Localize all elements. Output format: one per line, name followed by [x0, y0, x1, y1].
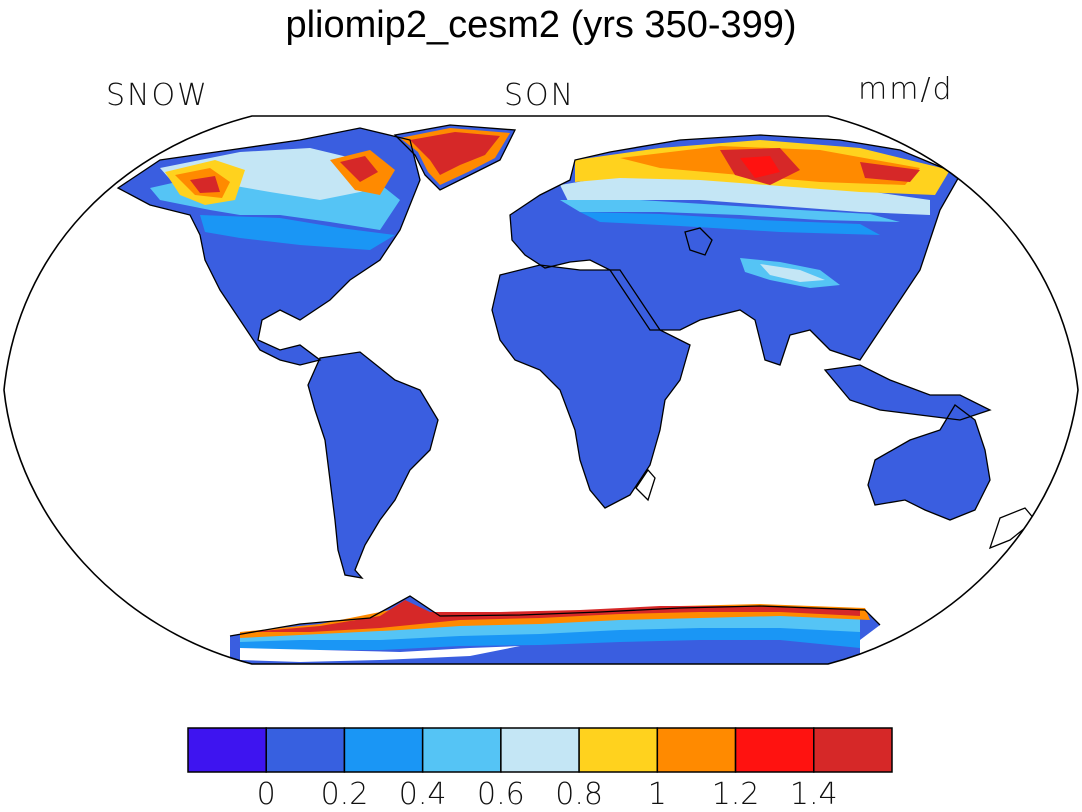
snow-northern-high-latitudes — [150, 128, 950, 288]
season-label: SON — [504, 78, 576, 113]
colorbar-tick-label: 0.8 — [555, 777, 603, 812]
map-border — [3, 115, 1079, 665]
colorbar-box — [187, 727, 267, 773]
colorbar-box — [421, 727, 502, 773]
australia — [868, 405, 990, 520]
colorbar-box — [500, 727, 580, 773]
colorbar-tick-label: 1 — [647, 777, 667, 812]
colorbar-tick-label: 0.6 — [477, 777, 525, 812]
colorbar-box — [578, 727, 659, 773]
map-canvas — [4, 116, 1078, 664]
coastlines — [116, 124, 1036, 637]
colorbar-tick-label: 1.2 — [711, 777, 760, 812]
snow-antarctica — [240, 600, 870, 662]
maritime-southeast-asia — [825, 365, 990, 420]
africa — [492, 265, 690, 508]
colorbar-box — [343, 727, 424, 773]
colorbar-box — [734, 727, 815, 773]
colorbar-tick-label: 0.4 — [398, 777, 447, 812]
colorbar-box — [265, 727, 346, 773]
variable-label: SNOW — [106, 78, 209, 113]
colorbar — [187, 727, 893, 773]
colorbar-tick-label: 0 — [256, 777, 276, 812]
south-america — [308, 352, 438, 578]
colorbar-box — [813, 727, 893, 773]
colorbar-tick-label: 0.2 — [320, 777, 369, 812]
map-title: pliomip2_cesm2 (yrs 350-399) — [285, 4, 797, 46]
colorbar-tick-label: 1.4 — [789, 777, 838, 812]
colorbar-box — [656, 727, 737, 773]
units-label: mm/d — [858, 72, 954, 107]
